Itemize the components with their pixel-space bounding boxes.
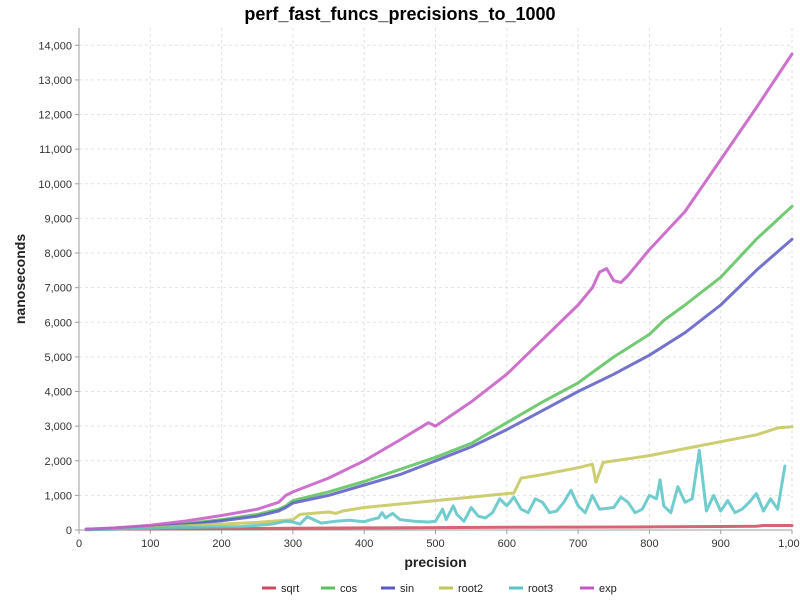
x-tick-label: 800	[640, 538, 658, 550]
y-tick-label: 4,000	[44, 387, 72, 399]
x-tick-label: 400	[355, 538, 373, 550]
series-line-root3	[84, 448, 787, 532]
x-axis-ticks: 0 100 200 300 400 500 600 700 800 900 1,000	[76, 530, 800, 550]
x-tick-label: 0	[76, 538, 82, 550]
series-line-sin	[84, 237, 794, 531]
y-tick-label: 11,000	[39, 144, 72, 156]
legend-label-root3: root3	[528, 583, 553, 595]
x-tick-label: 1,000	[778, 538, 800, 550]
chart-title: perf_fast_funcs_precisions_to_1000	[244, 4, 556, 24]
legend-label-exp: exp	[599, 583, 617, 595]
x-tick-label: 700	[569, 538, 587, 550]
y-tick-label: 2,000	[44, 456, 72, 468]
legend: sqrt cos sin root2 root3 exp	[262, 583, 617, 595]
series-line-root2	[84, 425, 794, 532]
y-tick-label: 13,000	[38, 75, 72, 87]
y-tick-label: 0	[66, 525, 72, 537]
y-tick-label: 9,000	[44, 213, 72, 225]
series-lines	[84, 52, 794, 532]
y-tick-label: 14,000	[38, 40, 72, 52]
legend-label-sin: sin	[400, 583, 414, 595]
x-tick-label: 200	[212, 538, 230, 550]
x-tick-label: 600	[498, 538, 516, 550]
x-tick-label: 300	[284, 538, 302, 550]
y-axis-ticks: 0 1,000 2,000 3,000 4,000 5,000 6,000 7,000 8,00…	[38, 40, 79, 537]
legend-label-cos: cos	[340, 583, 358, 595]
x-tick-label: 900	[712, 538, 730, 550]
y-tick-label: 7,000	[44, 283, 72, 295]
x-tick-label: 100	[141, 538, 159, 550]
y-axis-title: nanoseconds	[12, 234, 28, 324]
x-axis-title: precision	[404, 554, 466, 570]
y-tick-label: 10,000	[38, 179, 72, 191]
legend-label-root2: root2	[458, 583, 483, 595]
grid-lines	[78, 28, 793, 531]
legend-label-sqrt: sqrt	[281, 583, 299, 595]
y-tick-label: 12,000	[38, 110, 72, 122]
series-line-exp	[84, 52, 794, 531]
y-tick-label: 8,000	[44, 248, 72, 260]
series-line-cos	[84, 204, 794, 531]
x-tick-label: 500	[426, 538, 444, 550]
y-tick-label: 3,000	[44, 421, 72, 433]
y-tick-label: 6,000	[44, 317, 72, 329]
series-line-sqrt	[84, 524, 794, 531]
y-tick-label: 1,000	[44, 490, 72, 502]
y-tick-label: 5,000	[44, 352, 72, 364]
